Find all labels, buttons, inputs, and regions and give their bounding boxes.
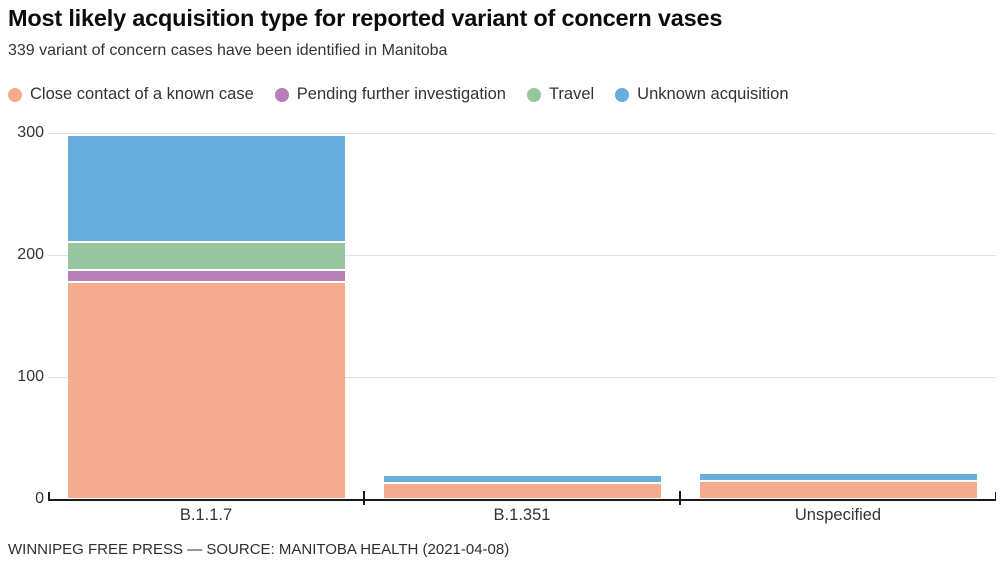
bar-segment [67, 135, 345, 242]
y-axis-tick-label: 200 [17, 246, 44, 263]
bar-segment [383, 474, 661, 484]
legend-label: Travel [548, 85, 595, 103]
chart-legend: Close contact of a known case Pending fur… [8, 85, 789, 104]
y-axis-tick-label: 100 [17, 368, 44, 385]
bar-segment [383, 483, 661, 499]
x-axis-category-label: B.1.1.7 [179, 506, 233, 524]
grid-line [48, 132, 996, 134]
x-axis-end-cap [994, 492, 996, 500]
legend-swatch-icon [615, 87, 630, 102]
grid-line [48, 376, 996, 378]
y-axis-tick-label: 300 [17, 124, 44, 141]
legend-item: Pending further investigation [274, 85, 506, 104]
chart-subtitle: 339 variant of concern cases have been i… [8, 42, 448, 59]
legend-label: Pending further investigation [296, 85, 506, 103]
x-axis-category-label: Unspecified [794, 506, 882, 524]
x-axis-separator-tick [363, 491, 365, 505]
chart-title: Most likely acquisition type for reporte… [8, 5, 723, 31]
x-axis-line [48, 498, 996, 501]
bar-segment [67, 281, 345, 499]
legend-swatch-icon [526, 87, 541, 102]
legend-item: Close contact of a known case [8, 85, 254, 104]
bar-segment [67, 241, 345, 270]
legend-label: Close contact of a known case [30, 85, 254, 103]
legend-swatch-icon [8, 87, 22, 102]
legend-item: Unknown acquisition [615, 85, 789, 104]
legend-label: Unknown acquisition [637, 85, 789, 103]
source-attribution: WINNIPEG FREE PRESS — SOURCE: MANITOBA H… [8, 541, 510, 558]
legend-swatch-icon [274, 87, 289, 102]
x-axis-category-label: B.1.351 [493, 506, 551, 524]
y-axis-tick-label: 0 [35, 490, 44, 507]
x-axis-end-cap [48, 492, 50, 500]
grid-line [48, 254, 996, 256]
bar-segment [67, 269, 345, 282]
bar-segment [699, 480, 977, 499]
x-axis-separator-tick [679, 491, 681, 505]
bar-segment [699, 473, 977, 481]
legend-item: Travel [526, 85, 595, 104]
